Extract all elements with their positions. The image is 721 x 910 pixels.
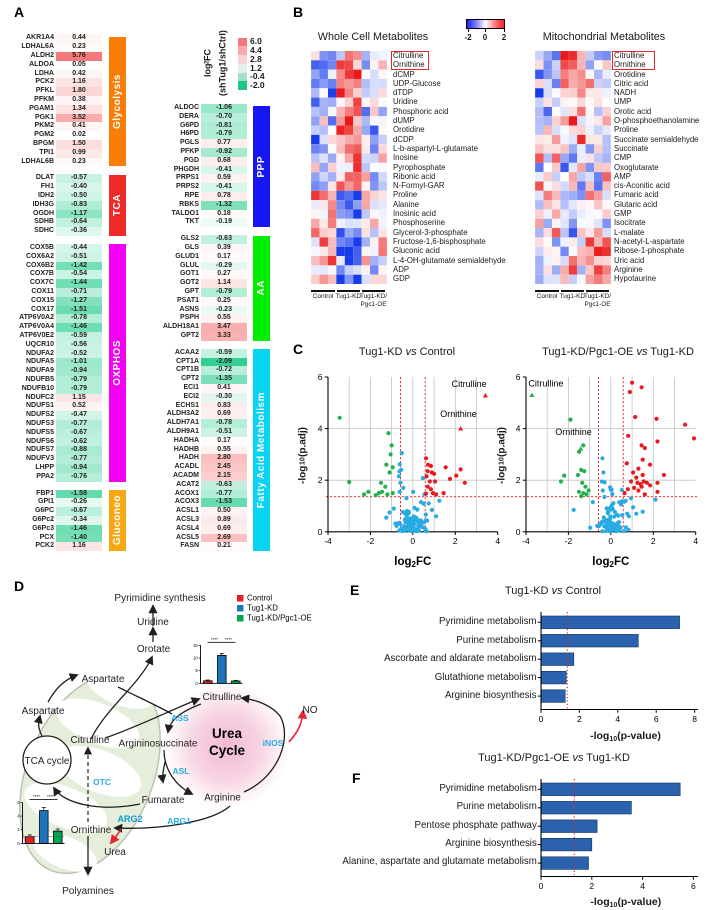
svg-text:2: 2 <box>651 536 656 546</box>
svg-text:Control: Control <box>247 594 272 603</box>
svg-text:Tug1-KD/Pgc1-OE: Tug1-KD/Pgc1-OE <box>247 614 312 623</box>
svg-text:15: 15 <box>193 643 198 648</box>
svg-text:****: **** <box>211 637 218 642</box>
svg-text:0: 0 <box>609 536 614 546</box>
svg-text:Urea: Urea <box>212 726 243 741</box>
svg-text:log2FC: log2FC <box>394 556 431 569</box>
svg-text:6: 6 <box>17 800 20 805</box>
svg-text:Ornithine: Ornithine <box>555 427 592 437</box>
svg-text:Citrulline: Citrulline <box>71 735 110 746</box>
svg-text:Argininosuccinate: Argininosuccinate <box>119 739 198 750</box>
svg-text:6: 6 <box>691 881 696 891</box>
svg-text:ASL: ASL <box>173 766 190 776</box>
svg-text:Orotate: Orotate <box>137 644 171 655</box>
svg-text:0: 0 <box>538 714 543 724</box>
svg-text:****: **** <box>33 794 40 799</box>
svg-text:Ornithine: Ornithine <box>71 825 112 836</box>
svg-text:log2FC: log2FC <box>592 556 629 569</box>
svg-text:8: 8 <box>692 714 697 724</box>
svg-text:ARG2: ARG2 <box>117 814 142 824</box>
svg-text:6: 6 <box>516 372 521 382</box>
svg-text:5: 5 <box>195 668 198 673</box>
svg-text:4: 4 <box>317 424 322 434</box>
svg-text:Citrulline: Citrulline <box>451 379 486 389</box>
svg-text:4: 4 <box>615 714 620 724</box>
svg-text:Ornithine: Ornithine <box>440 409 477 419</box>
svg-text:****: **** <box>47 794 54 799</box>
svg-text:ARG1: ARG1 <box>167 816 191 826</box>
svg-text:TCA cycle: TCA cycle <box>24 756 69 767</box>
svg-text:Aspartate: Aspartate <box>22 706 65 717</box>
svg-text:Uridine: Uridine <box>137 617 169 628</box>
svg-text:NO: NO <box>303 705 318 716</box>
svg-text:6: 6 <box>653 714 658 724</box>
svg-text:4: 4 <box>17 814 20 819</box>
svg-text:ASS: ASS <box>171 713 189 723</box>
svg-text:2: 2 <box>577 714 582 724</box>
svg-text:-4: -4 <box>522 536 530 546</box>
svg-text:Aspartate: Aspartate <box>82 674 125 685</box>
svg-text:0: 0 <box>516 527 521 537</box>
svg-text:Fumarate: Fumarate <box>142 795 185 806</box>
svg-text:2: 2 <box>453 536 458 546</box>
svg-text:Tug1-KD: Tug1-KD <box>247 604 278 613</box>
svg-text:4: 4 <box>516 424 521 434</box>
svg-text:-2: -2 <box>366 536 374 546</box>
svg-text:2: 2 <box>589 881 594 891</box>
svg-text:OTC: OTC <box>93 777 111 787</box>
svg-text:4: 4 <box>694 536 699 546</box>
svg-text:0: 0 <box>410 536 415 546</box>
svg-text:Citrulline: Citrulline <box>203 692 242 703</box>
svg-text:10: 10 <box>193 656 198 661</box>
svg-text:2: 2 <box>17 827 20 832</box>
svg-text:4: 4 <box>495 536 500 546</box>
svg-text:Cycle: Cycle <box>209 743 246 758</box>
svg-text:****: **** <box>225 637 232 642</box>
svg-text:0: 0 <box>195 681 198 686</box>
svg-text:Polyamines: Polyamines <box>62 886 114 897</box>
svg-text:iNOS: iNOS <box>263 738 284 748</box>
svg-text:0: 0 <box>17 841 20 846</box>
svg-text:Urea: Urea <box>104 847 126 858</box>
svg-text:-4: -4 <box>324 536 332 546</box>
svg-text:0: 0 <box>317 527 322 537</box>
svg-text:2: 2 <box>317 475 322 485</box>
svg-text:6: 6 <box>317 372 322 382</box>
svg-text:2: 2 <box>516 475 521 485</box>
svg-text:Arginine: Arginine <box>204 793 241 804</box>
svg-text:Citrulline: Citrulline <box>529 379 564 389</box>
svg-text:-2: -2 <box>565 536 573 546</box>
svg-text:4: 4 <box>640 881 645 891</box>
svg-text:Pyrimidine synthesis: Pyrimidine synthesis <box>114 593 205 604</box>
svg-text:0: 0 <box>538 881 543 891</box>
